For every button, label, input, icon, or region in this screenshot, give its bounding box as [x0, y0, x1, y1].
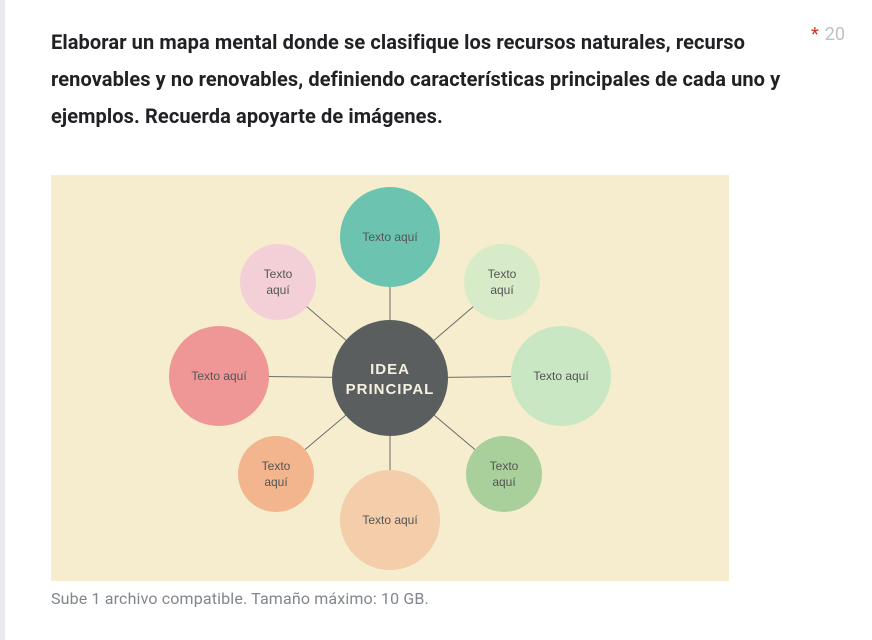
mindmap-svg: Texto aquí Texto aquí Texto aquí Texto aquí Te…	[51, 175, 729, 581]
svg-text:aquí: aquí	[490, 283, 514, 297]
required-asterisk: *	[811, 24, 819, 45]
form-container: Elaborar un mapa mental donde se clasifi…	[0, 0, 872, 640]
svg-text:PRINCIPAL: PRINCIPAL	[346, 381, 435, 398]
svg-text:aquí: aquí	[492, 475, 516, 489]
svg-text:Texto aquí: Texto aquí	[191, 369, 247, 383]
svg-text:Texto aquí: Texto aquí	[362, 230, 418, 244]
svg-text:Texto: Texto	[490, 459, 519, 473]
svg-text:Texto: Texto	[264, 267, 293, 281]
svg-text:Texto aquí: Texto aquí	[533, 369, 589, 383]
svg-text:Texto: Texto	[262, 459, 291, 473]
svg-text:Texto aquí: Texto aquí	[362, 513, 418, 527]
question-title: Elaborar un mapa mental donde se clasifi…	[51, 24, 791, 135]
svg-text:aquí: aquí	[264, 475, 288, 489]
points-value: 20	[825, 24, 845, 45]
svg-text:Texto: Texto	[488, 267, 517, 281]
header-row: Elaborar un mapa mental donde se clasifi…	[51, 24, 872, 135]
upload-helper-text: Sube 1 archivo compatible. Tamaño máximo…	[51, 589, 872, 608]
points-area: * 20	[811, 24, 845, 45]
mindmap-diagram: Texto aquí Texto aquí Texto aquí Texto aquí Te…	[51, 175, 729, 581]
svg-text:aquí: aquí	[266, 283, 290, 297]
svg-text:IDEA: IDEA	[370, 361, 410, 378]
